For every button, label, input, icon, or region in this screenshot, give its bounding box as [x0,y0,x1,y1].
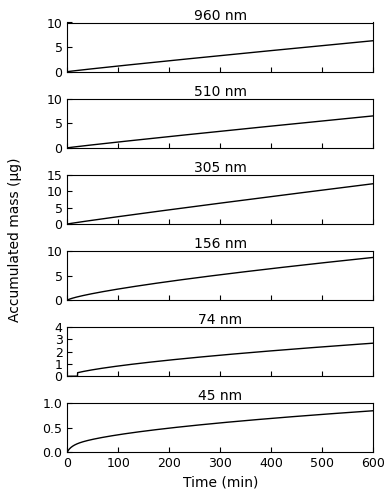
Text: Accumulated mass (μg): Accumulated mass (μg) [8,158,22,322]
X-axis label: Time (min): Time (min) [183,476,258,490]
Title: 305 nm: 305 nm [194,161,247,175]
Title: 74 nm: 74 nm [198,313,243,327]
Title: 156 nm: 156 nm [194,237,247,251]
Title: 510 nm: 510 nm [194,84,247,98]
Title: 960 nm: 960 nm [194,8,247,22]
Title: 45 nm: 45 nm [198,390,243,404]
